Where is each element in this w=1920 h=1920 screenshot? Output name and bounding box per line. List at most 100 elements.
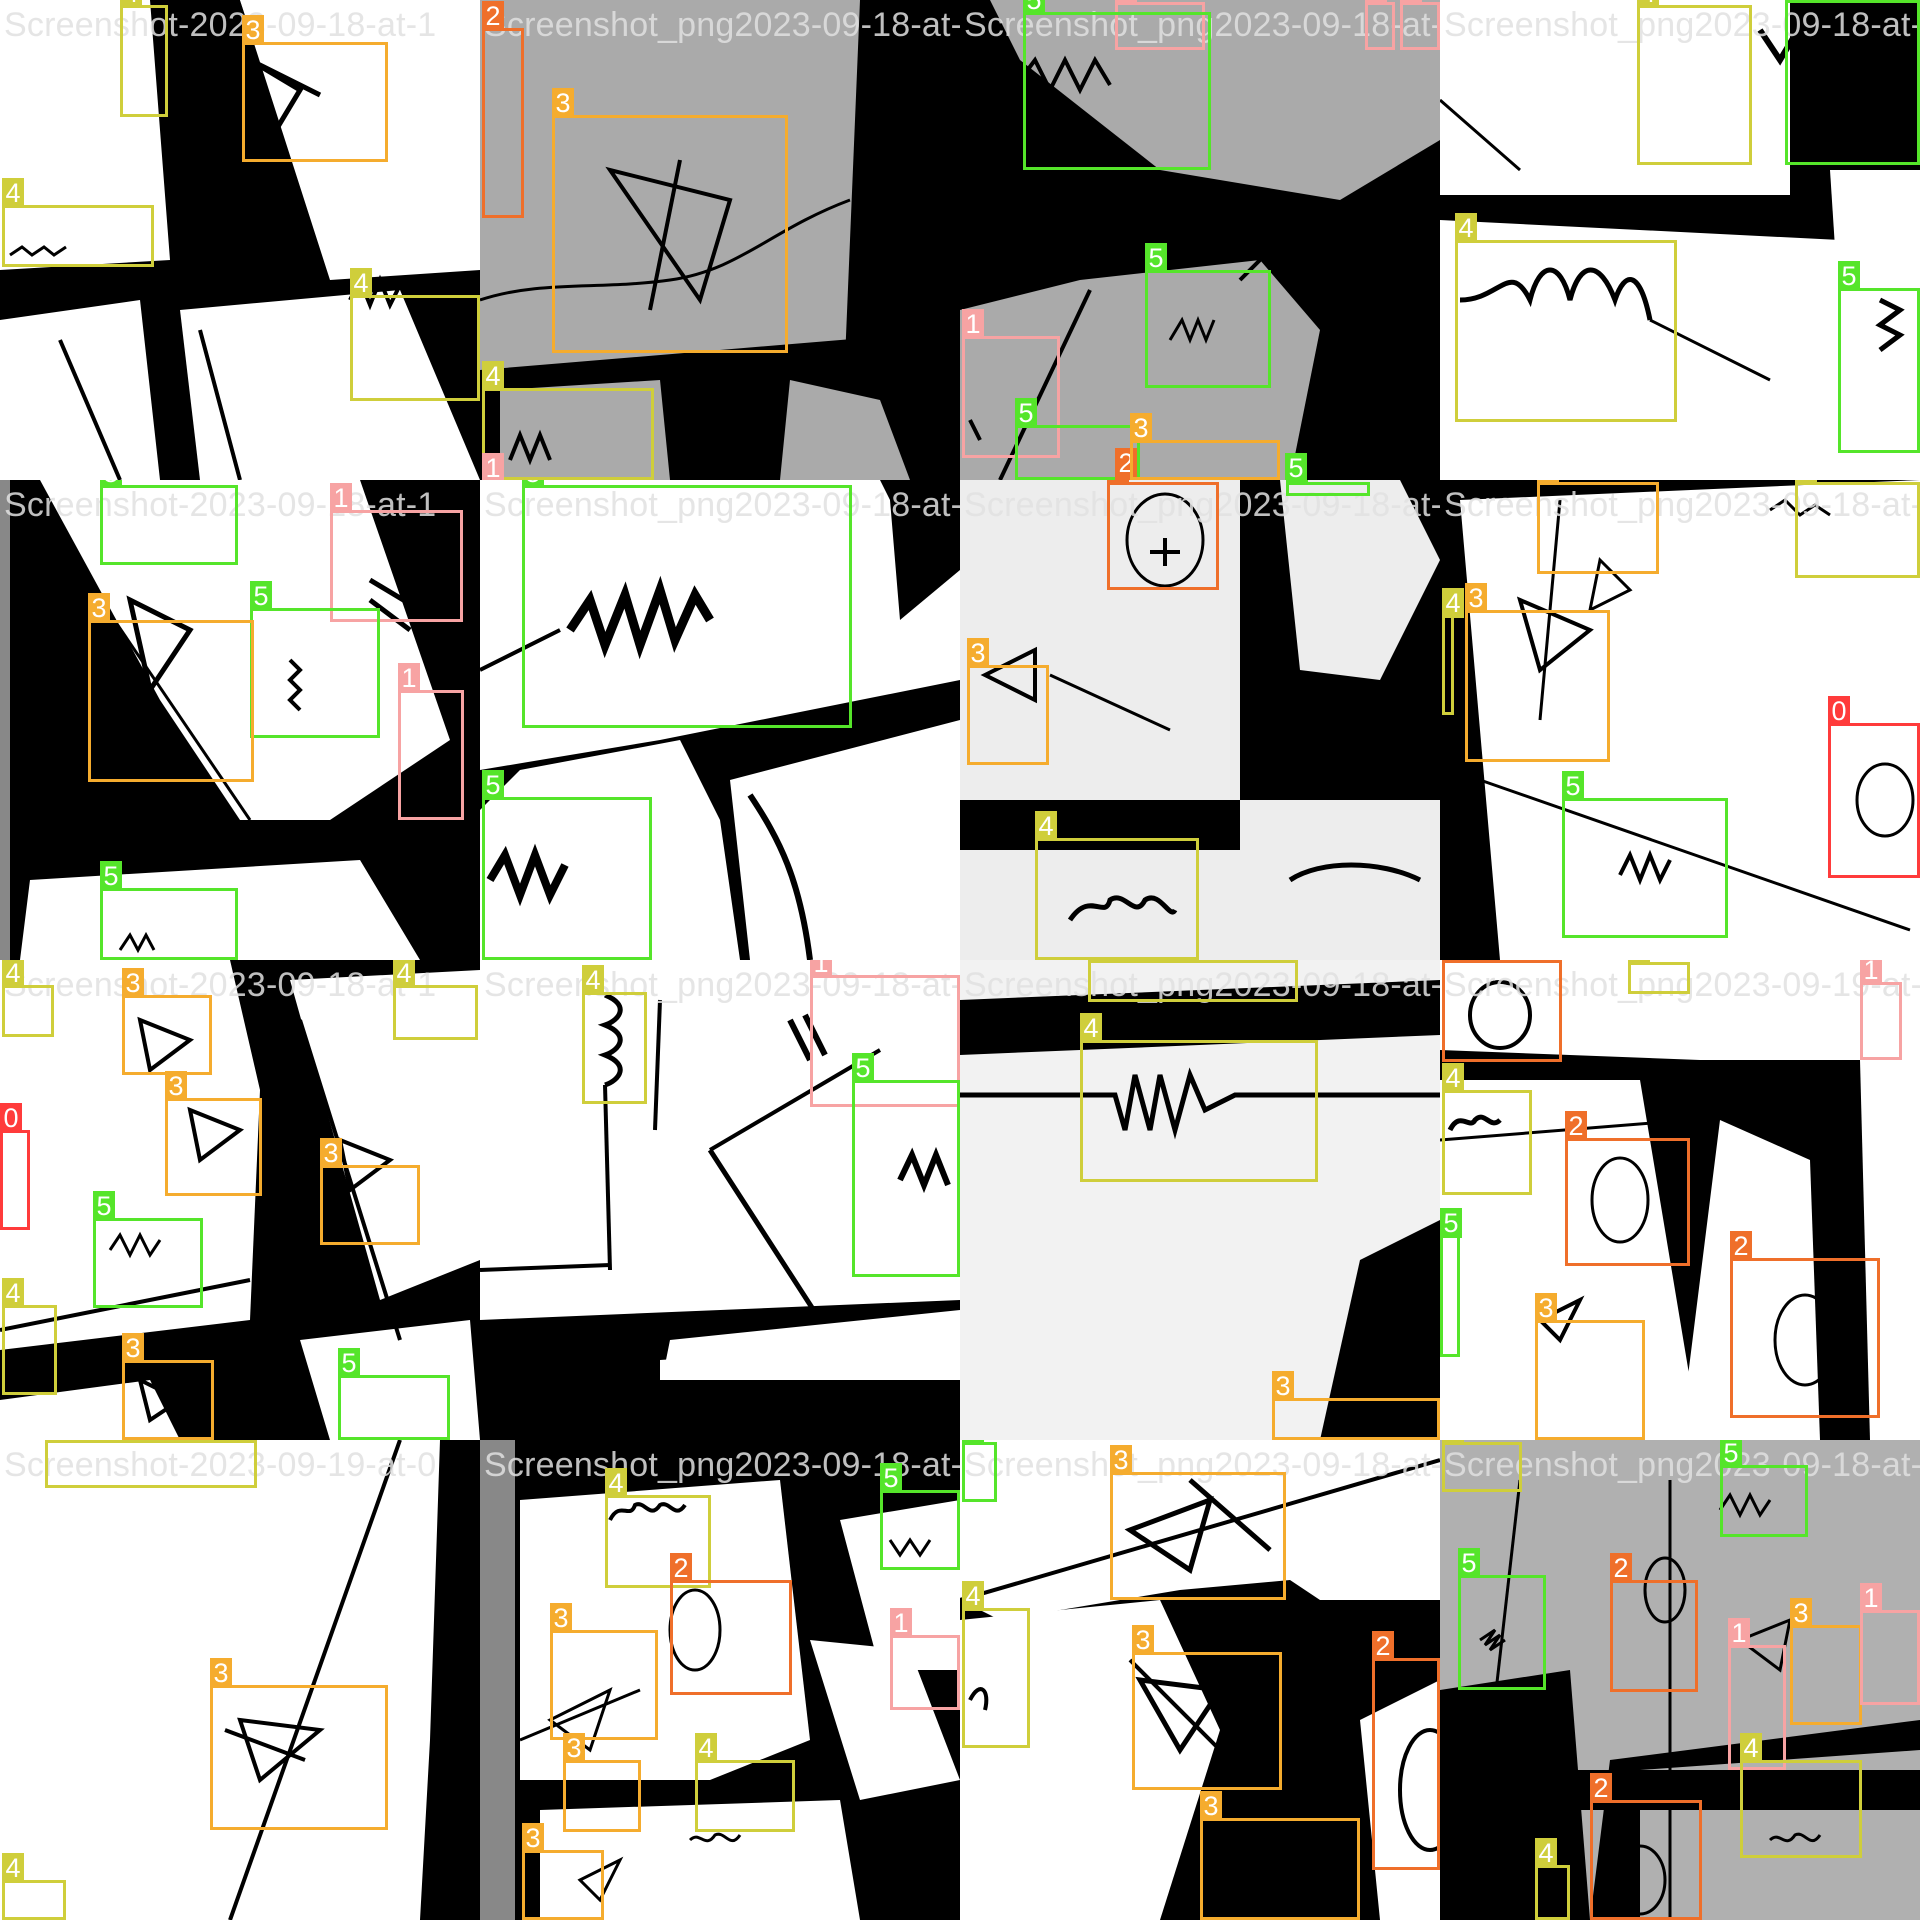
bbox-label: 1 [1365,0,1387,5]
bbox-label: 2 [1730,1231,1752,1261]
bbox: 4 [1442,1442,1522,1492]
bbox: 1 [1860,982,1902,1060]
bbox-label: 3 [1537,480,1559,485]
bbox-label: 5 [482,770,504,800]
bbox: 3 [552,115,788,353]
bbox: 4 [1080,1040,1318,1182]
bbox-label: 3 [1535,1293,1557,1323]
bbox-label: 3 [967,638,989,668]
bbox: 0 [1828,723,1920,878]
mosaic-tile: Screenshot_png2023-09-18-at-1 4 1 5 [480,960,960,1440]
bbox-label: 5 [1015,398,1037,428]
bbox-label: 1 [1860,960,1882,985]
bbox-label: 4 [120,0,142,8]
bbox: 4 [2,985,54,1037]
bbox-label: 2 [1372,1631,1394,1661]
bbox: 3 [1200,1818,1360,1920]
bbox: 5 [962,1442,997,1502]
bbox: 2 [1372,1658,1440,1870]
bbox-label: 2 [1107,480,1129,485]
bbox-label: 4 [1795,480,1817,485]
bbox: 5 [250,608,380,738]
bbox-label: 4 [695,1733,717,1763]
circuit-sketch-image [960,960,1440,1440]
bbox-label: 3 [550,1603,572,1633]
bbox: 4 [605,1495,711,1588]
bbox-label: 3 [210,1658,232,1688]
bbox: 3 [122,995,212,1075]
mosaic-tile: Screenshot_png2023-09-18-at-1 1 5 1 1 5 … [960,0,1440,480]
bbox-label: 3 [522,1823,544,1853]
bbox-label: 4 [393,960,415,988]
bbox-label: 3 [122,968,144,998]
bbox: 5 [93,1218,203,1308]
bbox: 1 [398,690,464,820]
bbox-label: 4 [1035,811,1057,841]
bbox-label: 3 [242,15,264,45]
bbox: 4 [1455,240,1677,422]
bbox-label: 4 [1080,1013,1102,1043]
bbox-label: 1 [1728,1618,1750,1648]
mosaic-tile: Screenshot_png2023-09-18-at-1 4 5 5 2 3 … [1440,1440,1920,1920]
bbox-label: 1 [330,483,352,513]
bbox: 2 [670,1580,792,1695]
bbox-label: 5 [962,1440,984,1445]
bbox: 4 [1088,960,1298,1002]
bbox-label: 5 [100,861,122,891]
bbox-label: 2 [670,1553,692,1583]
bbox-label: 2 [1590,1773,1612,1803]
bbox-label: 5 [100,480,122,488]
bbox: 4 [1442,1090,1532,1195]
bbox: 5 [1720,1465,1808,1537]
bbox: 4 [695,1760,795,1832]
circuit-sketch-image [0,1440,480,1920]
bbox-label: 1 [890,1608,912,1638]
bbox: 5 [1458,1575,1546,1690]
bbox: 4 [350,295,480,401]
bbox-label: 4 [1442,588,1464,618]
bbox-label: 1 [810,960,832,978]
bbox: 5 [1286,482,1370,496]
bbox: 4 [1740,1760,1862,1858]
bbox-label: 1 [398,663,420,693]
bbox-label: 5 [1023,0,1045,15]
bbox: 2 [1442,960,1562,1062]
mosaic-tile: Screenshot_png2023-09-18-at-1 5 5 [480,480,960,960]
bbox: 2 [1610,1580,1698,1692]
bbox-label: 5 [1440,1208,1462,1238]
bbox-label: 4 [605,1468,627,1498]
bbox-label: 5 [1285,453,1307,480]
bbox: 3 [522,1850,604,1920]
bbox: 3 [1790,1625,1862,1725]
bbox-label: 1 [482,453,504,480]
bbox: 5 [1838,288,1920,453]
bbox-label: 4 [1088,960,1110,963]
mosaic-tile: Screenshot-2023-09-18-at-1 4 3 4 3 0 5 3… [0,960,480,1440]
bbox: 1 [330,510,463,622]
bbox: 3 [1465,610,1610,762]
mosaic-tile: Screenshot_png2023-09-18-at-1 5 3 4 3 2 … [960,1440,1440,1920]
mosaic-tile: Screenshot_png2023-09-18-at-1 4 5 4 5 [1440,0,1920,480]
bbox: 3 [1132,1652,1282,1790]
mosaic-tile: Screenshot_png2023-09-19-at-0 2 4 1 4 2 … [1440,960,1920,1440]
bbox-label: 3 [563,1733,585,1763]
bbox: 5 [100,485,238,565]
bbox: 3 [210,1685,388,1830]
bbox: 4 [482,388,654,480]
bbox-label: 4 [2,1278,24,1308]
bbox-label: 4 [962,1581,984,1611]
bbox-label: 3 [1200,1791,1222,1821]
bbox: 5 [100,888,238,960]
bbox-label: 4 [1740,1733,1762,1763]
bbox: 4 [1628,962,1690,994]
bbox-label: 5 [338,1348,360,1378]
bbox-label: 3 [320,1138,342,1168]
bbox: 4 [393,985,478,1040]
bbox: 2 [1730,1258,1880,1418]
mosaic-tile: Screenshot_png2023-09-18-at-1 4 5 2 3 1 … [480,1440,960,1920]
bbox: 4 [1795,482,1920,578]
bbox: 2 [1107,482,1219,590]
bbox-label: 3 [1130,413,1152,443]
bbox-label: 5 [1720,1440,1742,1468]
bbox: 4 [2,1305,57,1395]
